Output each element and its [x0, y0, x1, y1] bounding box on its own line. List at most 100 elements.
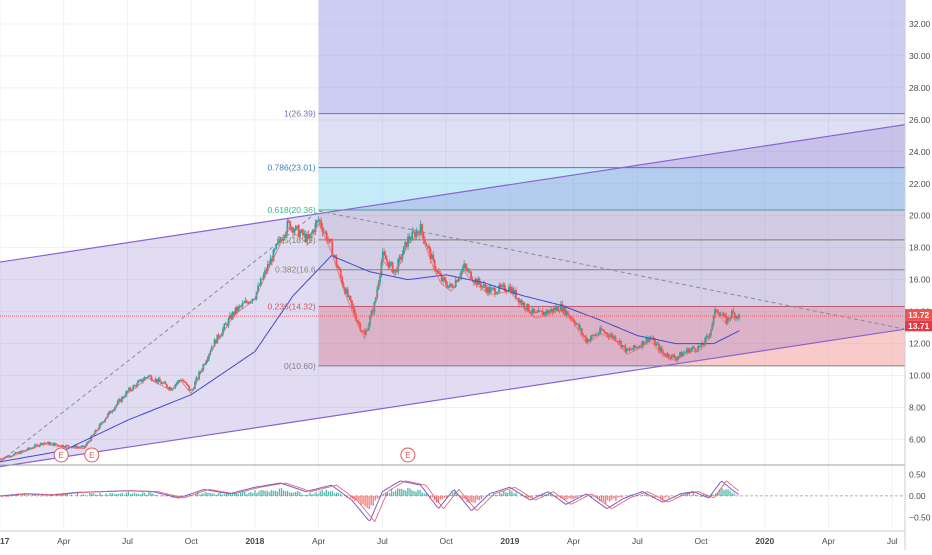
candle-body	[690, 348, 693, 350]
candle-body	[405, 241, 408, 247]
candle-body	[13, 453, 15, 456]
candle-body	[370, 310, 373, 317]
candle-body	[672, 354, 674, 356]
candle-body	[142, 380, 144, 382]
candle-body	[617, 341, 620, 343]
candle-body	[186, 384, 189, 387]
earnings-event-label: E	[89, 451, 94, 460]
candle-body	[677, 356, 680, 358]
candle-body	[170, 387, 172, 391]
candle-body	[157, 378, 160, 383]
candle-body	[118, 399, 121, 402]
candle-body	[67, 445, 70, 447]
candle-body	[243, 302, 245, 304]
candle-body	[624, 345, 627, 352]
candle-body	[533, 308, 536, 313]
candle-body	[495, 293, 498, 295]
candle-body	[585, 336, 587, 343]
candle-body	[94, 430, 97, 434]
candle-body	[621, 345, 624, 348]
fib-zone	[318, 113, 905, 168]
candle-body	[119, 399, 122, 402]
candle-body	[265, 270, 268, 272]
candle-body	[467, 270, 470, 272]
candle-body	[332, 255, 335, 256]
candle-body	[606, 332, 609, 336]
oscillator-axis[interactable]: 0.50 0.00 −0.50	[909, 469, 931, 522]
candle-body	[547, 310, 550, 314]
candle-body	[704, 337, 707, 345]
price-badge-label: 13.71	[908, 321, 930, 331]
time-axis-tick-label: Apr	[822, 536, 835, 546]
earnings-event-label: E	[59, 451, 64, 460]
time-axis-tick-label: Jul	[377, 536, 388, 546]
candle-body	[732, 310, 735, 313]
candle-body	[74, 445, 77, 448]
candle-body	[335, 256, 338, 266]
candle-body	[379, 275, 381, 283]
time-axis-tick-label: Jul	[632, 536, 643, 546]
candle-body	[224, 323, 227, 325]
candle-body	[388, 262, 391, 268]
candle-body	[716, 310, 719, 313]
candle-body	[164, 382, 167, 385]
candle-body	[129, 387, 132, 391]
candle-body	[630, 349, 632, 350]
candle-body	[349, 296, 352, 301]
candle-body	[731, 310, 733, 318]
candle-body	[328, 238, 331, 241]
candle-body	[435, 269, 437, 272]
candle-body	[594, 334, 597, 336]
candle-body	[48, 442, 50, 445]
candle-body	[586, 339, 589, 343]
candle-body	[572, 318, 575, 322]
candle-body	[530, 312, 533, 314]
candle-body	[34, 444, 36, 448]
candle-body	[508, 286, 510, 292]
candle-body	[266, 264, 269, 272]
price-axis-tick-label: 28.00	[909, 83, 931, 93]
candle-body	[516, 297, 519, 299]
candle-body	[22, 450, 25, 452]
channel-upper-line	[0, 124, 906, 263]
candle-body	[6, 456, 8, 458]
candle-body	[362, 331, 365, 333]
candle-body	[478, 278, 481, 284]
candle-body	[492, 287, 495, 289]
candle-body	[115, 404, 118, 407]
candle-body	[460, 271, 463, 277]
time-axis-tick-label: 2020	[755, 536, 774, 546]
candle-body	[304, 233, 307, 242]
time-axis[interactable]: 2017 Apr Jul Oct 2018 Apr Jul Oct 2019 Apr Jul Oct 2…	[0, 536, 898, 546]
candle-body	[144, 377, 147, 379]
candle-body	[167, 387, 170, 390]
fib-zone	[318, 269, 905, 307]
candle-body	[35, 444, 38, 446]
candle-body	[641, 341, 644, 348]
candle-body	[705, 336, 708, 338]
candle-body	[728, 317, 730, 319]
candle-body	[154, 378, 157, 382]
candle-body	[526, 303, 529, 310]
candle-body	[297, 225, 300, 237]
price-axis-tick-label: 10.00	[909, 371, 931, 381]
candle-body	[86, 442, 88, 446]
candle-body	[603, 330, 606, 333]
candle-body	[83, 445, 86, 448]
candle-body	[450, 283, 453, 287]
candle-body	[429, 248, 432, 260]
candle-body	[175, 382, 178, 385]
candle-body	[569, 316, 572, 319]
candle-body	[387, 261, 390, 268]
time-axis-tick-label: Oct	[440, 536, 454, 546]
candle-body	[645, 338, 648, 343]
candle-body	[719, 314, 722, 316]
candle-body	[301, 229, 304, 236]
candle-body	[158, 378, 161, 382]
candle-body	[290, 227, 293, 230]
candle-body	[346, 289, 349, 297]
